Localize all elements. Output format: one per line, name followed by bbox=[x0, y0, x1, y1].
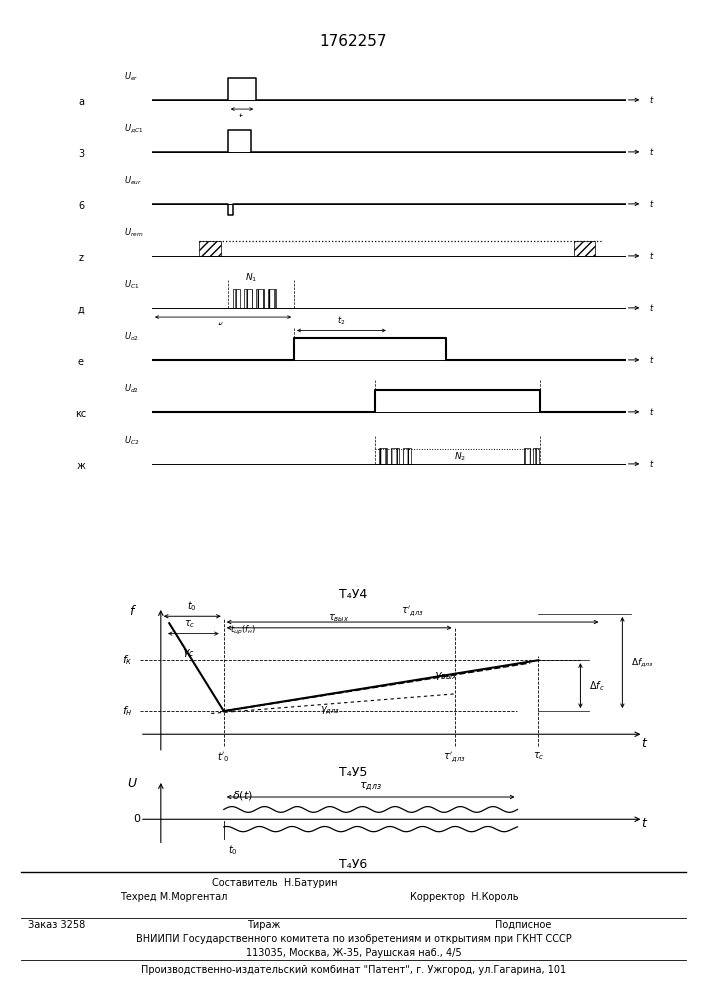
Text: $f_н$: $f_н$ bbox=[122, 704, 133, 718]
Text: $t_{цр}(f_н)$: $t_{цр}(f_н)$ bbox=[230, 624, 256, 637]
Text: $U_{eur}$: $U_{eur}$ bbox=[124, 174, 142, 187]
Text: 3: 3 bbox=[78, 149, 84, 159]
Text: $N_2$: $N_2$ bbox=[454, 450, 466, 463]
Text: $t$: $t$ bbox=[650, 146, 655, 157]
Text: $\gamma_{длз}$: $\gamma_{длз}$ bbox=[320, 705, 341, 717]
Text: $U_{дС1}$: $U_{дС1}$ bbox=[124, 122, 143, 135]
Text: $t_2$: $t_2$ bbox=[337, 315, 346, 327]
Text: a: a bbox=[78, 97, 84, 107]
Text: $\tau'_{длз}$: $\tau'_{длз}$ bbox=[443, 750, 466, 765]
Text: $\gamma_{вых}$: $\gamma_{вых}$ bbox=[433, 670, 457, 682]
Text: $t_0$: $t_0$ bbox=[228, 843, 238, 857]
Text: f: f bbox=[129, 605, 134, 618]
Bar bbox=[380, 448, 387, 464]
Bar bbox=[233, 289, 240, 308]
Bar bbox=[524, 448, 530, 464]
Text: $U_{d2}$: $U_{d2}$ bbox=[124, 382, 139, 395]
Text: $U_{C2}$: $U_{C2}$ bbox=[124, 434, 139, 447]
Text: $\tau_{длз}$: $\tau_{длз}$ bbox=[359, 780, 382, 793]
Bar bbox=[391, 448, 399, 464]
Text: $\tau'_{длз}$: $\tau'_{длз}$ bbox=[401, 604, 424, 619]
Text: $t$: $t$ bbox=[650, 302, 655, 313]
Text: д: д bbox=[78, 305, 84, 315]
Text: $\tau_{вых}$: $\tau_{вых}$ bbox=[329, 613, 350, 624]
Text: ВНИИПИ Государственного комитета по изобретениям и открытиям при ГКНТ СССР: ВНИИПИ Государственного комитета по изоб… bbox=[136, 934, 571, 944]
Text: $t$: $t$ bbox=[650, 354, 655, 365]
Text: Подписное: Подписное bbox=[495, 920, 551, 930]
Text: 113035, Москва, Ж-35, Раушская наб., 4/5: 113035, Москва, Ж-35, Раушская наб., 4/5 bbox=[246, 948, 461, 958]
Text: Производственно-издательский комбинат "Патент", г. Ужгород, ул.Гагарина, 101: Производственно-издательский комбинат "П… bbox=[141, 965, 566, 975]
Text: $f_к$: $f_к$ bbox=[122, 653, 132, 667]
Bar bbox=[573, 241, 595, 256]
Text: e: e bbox=[78, 357, 84, 367]
Text: $U_{C1}$: $U_{C1}$ bbox=[124, 278, 139, 291]
Text: $\Delta f_c$: $\Delta f_c$ bbox=[589, 679, 604, 693]
Text: Тираж: Тираж bbox=[247, 920, 281, 930]
Text: Τ₄У6: Τ₄У6 bbox=[339, 858, 368, 871]
Text: кс: кс bbox=[76, 409, 86, 419]
Text: $\gamma_c$: $\gamma_c$ bbox=[182, 647, 194, 659]
Bar bbox=[256, 289, 264, 308]
Bar bbox=[268, 289, 276, 308]
Text: U: U bbox=[127, 777, 136, 790]
Text: z: z bbox=[78, 253, 83, 263]
Text: t: t bbox=[641, 817, 645, 830]
Text: $N_1$: $N_1$ bbox=[245, 271, 257, 284]
Text: $t$: $t$ bbox=[650, 198, 655, 209]
Text: 0: 0 bbox=[133, 814, 140, 824]
Text: $\Delta f_{длз}$: $\Delta f_{длз}$ bbox=[631, 656, 653, 669]
Text: $t$: $t$ bbox=[650, 406, 655, 417]
Bar bbox=[533, 448, 539, 464]
Text: $t_0$: $t_0$ bbox=[187, 599, 197, 613]
Text: Заказ 3258: Заказ 3258 bbox=[28, 920, 86, 930]
Text: ж: ж bbox=[76, 461, 86, 471]
Text: $t'_0$: $t'_0$ bbox=[218, 320, 228, 333]
Bar bbox=[403, 448, 411, 464]
Text: t: t bbox=[641, 737, 645, 750]
Text: $\tau_c$: $\tau_c$ bbox=[532, 750, 544, 762]
Text: $t$: $t$ bbox=[650, 94, 655, 105]
Text: $\tau_c$: $\tau_c$ bbox=[185, 618, 196, 630]
Text: $t$: $t$ bbox=[650, 250, 655, 261]
Text: Τ₄У5: Τ₄У5 bbox=[339, 766, 368, 778]
Text: $t_1$: $t_1$ bbox=[238, 112, 246, 124]
Text: $t'_0$: $t'_0$ bbox=[217, 750, 230, 764]
Text: 6: 6 bbox=[78, 201, 84, 211]
Text: $t$: $t$ bbox=[650, 458, 655, 469]
Text: Корректор  Н.Король: Корректор Н.Король bbox=[410, 892, 518, 902]
Bar bbox=[199, 241, 221, 256]
Text: $\delta(t)$: $\delta(t)$ bbox=[232, 789, 253, 802]
Text: Составитель  Н.Батурин: Составитель Н.Батурин bbox=[212, 878, 338, 888]
Text: Τ₄У4: Τ₄У4 bbox=[339, 588, 368, 601]
Bar bbox=[245, 289, 252, 308]
Text: $U_{o2}$: $U_{o2}$ bbox=[124, 330, 139, 343]
Text: $U_{er}$: $U_{er}$ bbox=[124, 70, 138, 83]
Text: $U_{rem}$: $U_{rem}$ bbox=[124, 226, 143, 239]
Text: 1762257: 1762257 bbox=[320, 34, 387, 49]
Text: Техред М.Моргентал: Техред М.Моргентал bbox=[120, 892, 228, 902]
